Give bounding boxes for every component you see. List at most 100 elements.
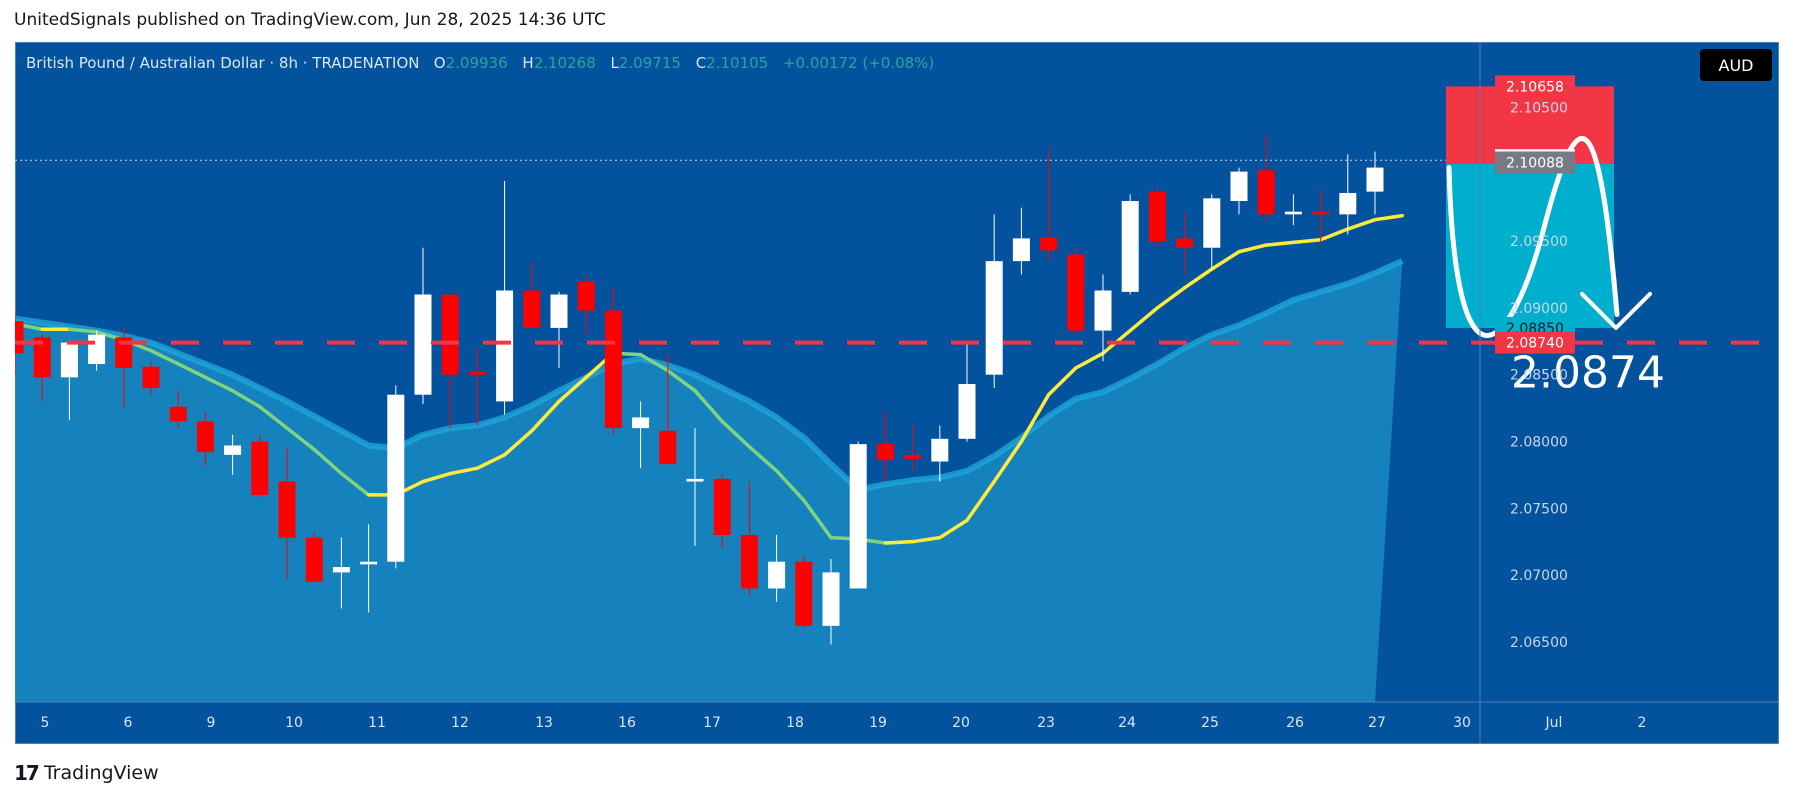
- ema-fast-segment: [774, 469, 806, 503]
- ema-fast-segment: [502, 429, 534, 457]
- close-value: 2.10105: [706, 54, 769, 72]
- candle-body: [1203, 198, 1221, 248]
- time-axis-layer: 5 6 9 10 11 12 13 16 17 18 19 20 23 24 25 26 27 30 Jul 2: [15, 701, 1779, 731]
- price-tick-label: 2.08500: [1510, 368, 1568, 384]
- candle-body: [1339, 192, 1357, 215]
- candle-body: [468, 372, 486, 375]
- time-tick-label: 5: [41, 715, 50, 731]
- time-tick-label: 25: [1201, 715, 1219, 731]
- candle-body: [115, 337, 133, 368]
- ema-fast-segment: [1074, 351, 1105, 370]
- ema-fast-segment: [339, 471, 371, 497]
- price-label-box: [1495, 75, 1575, 98]
- candle-body: [60, 342, 78, 378]
- candle-body: [931, 438, 949, 462]
- ema-fast-segment: [638, 352, 670, 373]
- time-tick-label: 6: [124, 715, 133, 731]
- ema-fast-segment: [312, 447, 344, 476]
- time-tick-label: 30: [1453, 715, 1471, 731]
- currency-button[interactable]: AUD: [1700, 49, 1772, 81]
- time-tick-label: 11: [368, 715, 386, 731]
- candle-body: [1312, 211, 1330, 215]
- high-label: H: [522, 54, 534, 72]
- price-tick-label: 2.07500: [1510, 501, 1568, 517]
- ema-fast-segment: [720, 419, 752, 449]
- candle-body: [332, 567, 350, 573]
- price-label-box: [1495, 331, 1575, 354]
- candle-body: [985, 261, 1003, 375]
- candle-body: [958, 384, 976, 439]
- low-label: L: [610, 54, 619, 72]
- price-axis-layer: 2.10500 2.09500 2.09000 2.08500 2.08000 2.075…: [1479, 42, 1575, 744]
- candle-body: [550, 294, 568, 328]
- time-tick-label: 10: [285, 715, 303, 731]
- price-tick-label: 2.10500: [1510, 100, 1568, 116]
- ema-lines-layer: [15, 213, 1404, 545]
- time-tick-label: 20: [952, 715, 970, 731]
- candle-body: [795, 561, 813, 626]
- time-tick-label: 27: [1368, 715, 1386, 731]
- ema-area-layer: [15, 258, 1404, 702]
- time-tick-label: 26: [1286, 715, 1304, 731]
- time-tick-label: 9: [207, 715, 216, 731]
- time-tick-label: 18: [786, 715, 804, 731]
- ema-fast-segment: [1373, 213, 1404, 222]
- ema-fast-segment: [1237, 243, 1268, 254]
- candle-body: [1121, 200, 1139, 292]
- price-tick-label: 2.09000: [1510, 301, 1568, 317]
- ema-fast-segment: [910, 535, 942, 544]
- ema-fast-segment: [67, 327, 99, 334]
- candle-body: [768, 561, 786, 589]
- candle-body: [251, 441, 269, 495]
- high-value: 2.10268: [533, 54, 596, 72]
- time-tick-label: 23: [1037, 715, 1055, 731]
- time-tick-label: 24: [1118, 715, 1136, 731]
- ema-fast-segment: [475, 453, 507, 470]
- candle-body: [904, 454, 922, 459]
- ema-fast-segment: [530, 399, 561, 433]
- candle-body: [849, 444, 867, 589]
- candle-body: [387, 394, 405, 562]
- ema-fast-segment: [1155, 286, 1187, 310]
- candle-body: [169, 406, 187, 422]
- open-value: 2.09936: [445, 54, 508, 72]
- candle-body: [1176, 238, 1194, 248]
- low-value: 2.09715: [618, 54, 681, 72]
- ema-fast-segment: [421, 471, 452, 484]
- ema-fast-segment: [1210, 250, 1241, 271]
- time-tick-label: 16: [618, 715, 636, 731]
- candle-body: [305, 537, 323, 582]
- change-value: +0.00172 (+0.08%): [782, 54, 935, 72]
- tradingview-logo[interactable]: 17 TradingView: [14, 761, 159, 785]
- ema-fast-segment: [258, 404, 289, 430]
- ema-fast-segment: [802, 498, 833, 540]
- candle-body: [1094, 290, 1112, 331]
- ema-fast-segment: [938, 518, 969, 540]
- price-tick-label: 2.08000: [1510, 434, 1568, 450]
- candle-body: [414, 294, 432, 395]
- ema-fast-segment: [992, 439, 1024, 484]
- candle-body: [632, 417, 650, 429]
- ema-fast-segment: [285, 426, 316, 452]
- publisher-line: UnitedSignals published on TradingView.c…: [14, 10, 606, 30]
- candle-body: [142, 366, 160, 389]
- ema-fast-segment: [883, 539, 915, 545]
- candles-layer: [15, 134, 1384, 645]
- price-tick-label: 2.06500: [1510, 635, 1568, 651]
- time-tick-label: Jul: [1545, 715, 1563, 731]
- close-label: C: [695, 54, 707, 72]
- ohlc-legend: British Pound / Australian Dollar · 8h ·…: [26, 54, 944, 72]
- ema-fast-segment: [230, 388, 262, 409]
- ema-fast-segment: [693, 388, 724, 424]
- ema-fast-segment: [448, 466, 480, 476]
- candle-body: [822, 572, 840, 626]
- target-price-text: 2.0874: [1511, 348, 1665, 399]
- forecast-arrow-path: [1446, 136, 1620, 338]
- tradingview-logo-text: TradingView: [43, 762, 159, 784]
- candle-body: [360, 561, 378, 565]
- candle-body: [441, 294, 459, 375]
- time-tick-label: 13: [535, 715, 553, 731]
- price-chart[interactable]: 2.0874 2.10500 2.09500 2.09000 2.08500 2.080…: [15, 42, 1779, 744]
- candle-body: [659, 430, 677, 465]
- candle-body: [713, 478, 731, 535]
